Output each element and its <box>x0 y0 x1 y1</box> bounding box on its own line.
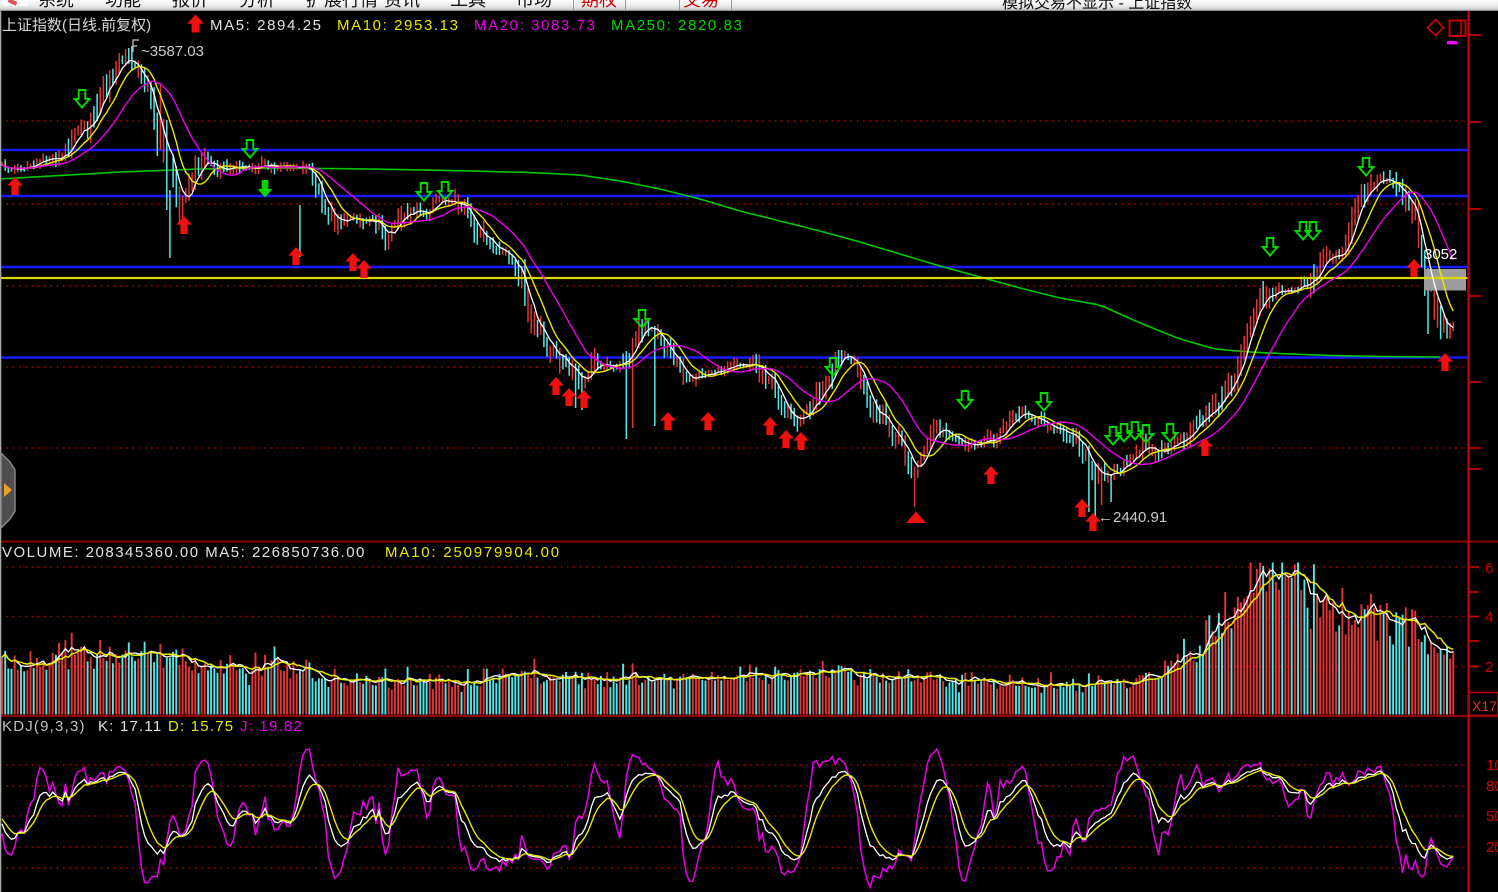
svg-text:MA5: 2894.25: MA5: 2894.25 <box>210 17 323 34</box>
svg-text:MA250: 2820.83: MA250: 2820.83 <box>611 17 743 34</box>
svg-text:MA20: 3083.73: MA20: 3083.73 <box>474 17 597 34</box>
svg-text:100: 100 <box>1486 757 1498 774</box>
svg-text:X17: X17 <box>1472 698 1497 714</box>
svg-text:KDJ(9,3,3): KDJ(9,3,3) <box>2 718 86 735</box>
svg-text:50: 50 <box>1486 808 1498 825</box>
svg-text:3052: 3052 <box>1424 246 1457 263</box>
svg-text:上证指数(日线.前复权): 上证指数(日线.前复权) <box>2 16 151 34</box>
svg-text:J: 19.82: J: 19.82 <box>240 718 303 735</box>
svg-text:2: 2 <box>1485 659 1493 676</box>
svg-text:VOLUME: 208345360.00 MA5: 226: VOLUME: 208345360.00 MA5: 226850736.00 <box>2 544 366 561</box>
svg-text:MA10: 2953.13: MA10: 2953.13 <box>337 17 460 34</box>
svg-text:4: 4 <box>1485 609 1493 626</box>
svg-text:D: 15.75: D: 15.75 <box>168 718 234 735</box>
svg-text:80: 80 <box>1486 778 1498 795</box>
svg-text:←2440.91: ←2440.91 <box>1098 509 1167 526</box>
svg-text:6: 6 <box>1485 560 1493 577</box>
svg-text:~3587.03: ~3587.03 <box>141 43 204 60</box>
svg-text:K: 17.11: K: 17.11 <box>98 718 162 735</box>
svg-text:20: 20 <box>1486 839 1498 856</box>
svg-text:MA10: 250979904.00: MA10: 250979904.00 <box>385 544 561 561</box>
